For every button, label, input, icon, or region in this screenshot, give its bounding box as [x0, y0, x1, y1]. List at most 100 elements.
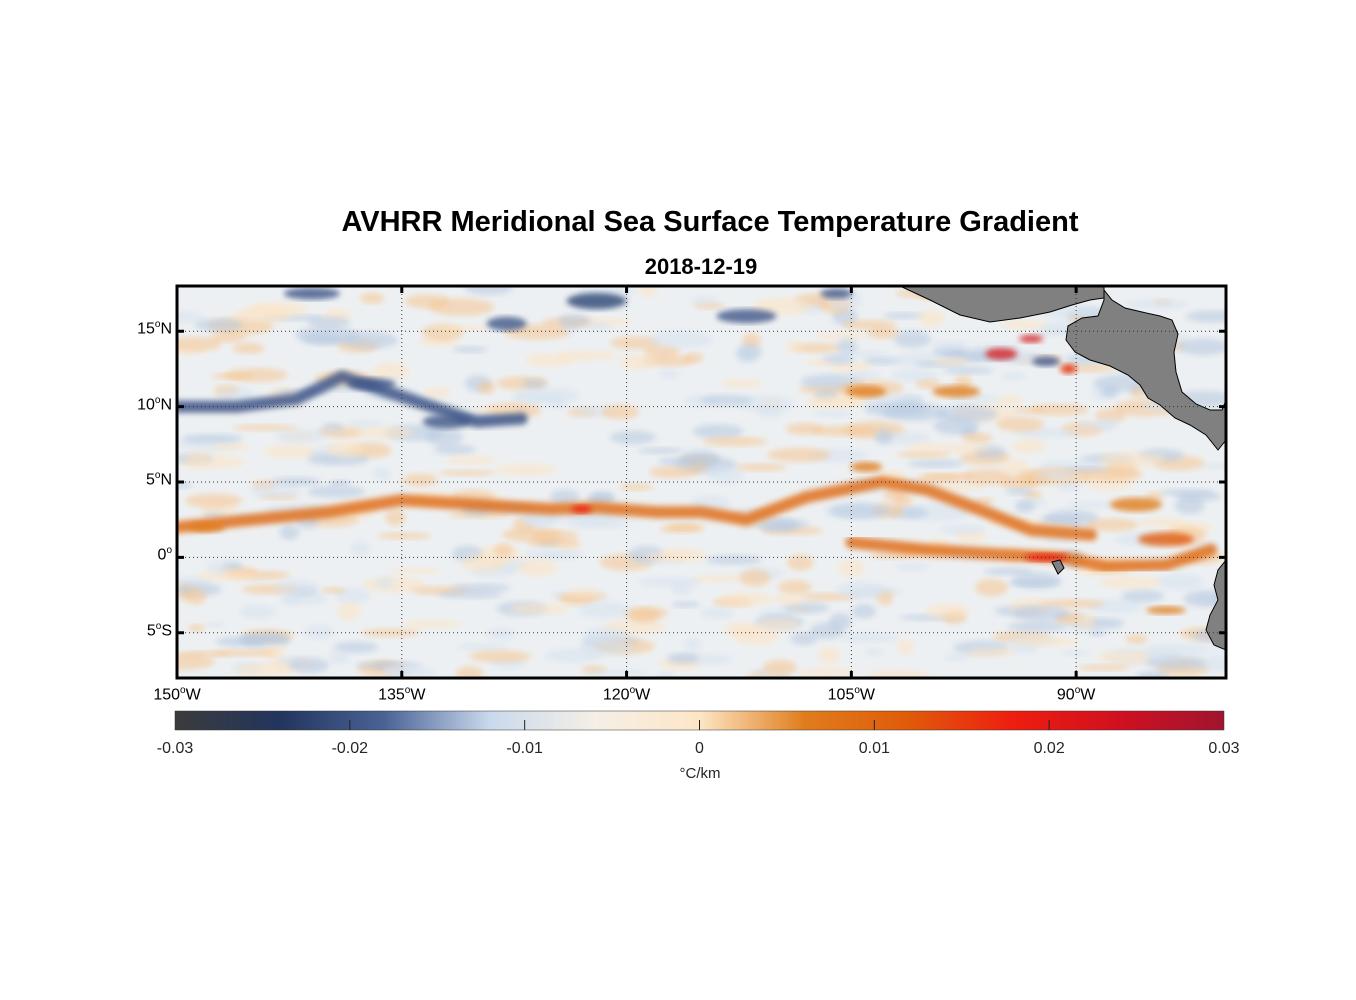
lat-label: 5oS [146, 620, 172, 640]
field-blob [906, 442, 944, 453]
field-blob [682, 352, 704, 364]
field-blob [852, 603, 876, 619]
field-blob [510, 393, 566, 402]
field-blob [805, 396, 863, 409]
field-blob [1159, 488, 1216, 497]
field-blob [320, 587, 346, 594]
field-blob [1014, 499, 1035, 514]
land-galapagos [1051, 559, 1065, 575]
field-blob [666, 523, 704, 531]
field-blob [731, 627, 780, 646]
field-patch [985, 347, 1018, 360]
field-blob [786, 341, 804, 353]
field-blob [637, 447, 684, 455]
field-blob [435, 324, 489, 332]
field-blob [757, 618, 800, 631]
field-blob [525, 548, 560, 560]
field-blob [720, 592, 773, 607]
field-patch [716, 309, 777, 324]
field-blob [275, 429, 325, 444]
field-blob [679, 449, 720, 468]
colorbar-tick-label: 0.02 [1033, 740, 1065, 757]
field-patch [932, 385, 981, 398]
field-blob [1082, 467, 1143, 482]
field-blob [805, 358, 833, 366]
field-blob [736, 343, 762, 361]
field-blob [939, 524, 986, 535]
field-blob [249, 482, 302, 499]
field-blob [195, 570, 255, 582]
field-blob [1011, 572, 1062, 590]
field-blob [1012, 438, 1046, 454]
field-blob [1065, 501, 1115, 509]
field-patch [1032, 356, 1061, 367]
colorbar-tick-label: -0.01 [506, 740, 543, 757]
field-patch [1060, 363, 1077, 374]
lat-label: 15oN [137, 319, 172, 338]
field-blob [509, 603, 571, 615]
field-blob [1005, 487, 1034, 496]
field-blob [1098, 650, 1156, 665]
field-blob [1033, 471, 1077, 480]
field-blob [1177, 338, 1226, 356]
field-blob [809, 622, 845, 640]
field-blob [619, 354, 656, 371]
field-blob [564, 587, 604, 599]
field-blob [450, 583, 512, 592]
field-blob [177, 336, 223, 352]
field-blob [205, 621, 227, 628]
field-blob [751, 297, 811, 316]
field-blob [206, 561, 229, 575]
field-blob [194, 318, 243, 332]
land-central-america [900, 286, 1226, 451]
field-blob [1039, 515, 1081, 524]
field-blob [584, 322, 612, 332]
field-blob [983, 567, 1034, 576]
field-blob [211, 442, 251, 451]
field-blob [549, 489, 580, 505]
field-blob [377, 532, 432, 540]
field-blob [789, 632, 818, 646]
field-blob [303, 625, 335, 640]
field-blob [656, 671, 676, 678]
field-blob [684, 638, 702, 652]
field-blob [996, 416, 1045, 432]
field-blob [954, 375, 972, 389]
field-blob [307, 485, 366, 498]
field-blob [925, 603, 970, 619]
field-blob [643, 552, 683, 561]
field-blob [893, 330, 931, 348]
field-blob [455, 666, 484, 678]
field-blob [1000, 459, 1030, 475]
field-blob [1037, 599, 1106, 609]
field-blob [829, 503, 892, 520]
colorbar-tick-label: 0.03 [1208, 740, 1240, 757]
lat-label: 5oN [145, 470, 172, 489]
field-patch [1138, 532, 1195, 547]
field-blob [578, 601, 633, 619]
chart-title: AVHRR Meridional Sea Surface Temperature… [341, 206, 1079, 238]
field-blob [658, 457, 690, 466]
field-patch [1024, 553, 1069, 562]
field-patch [566, 293, 627, 310]
field-blob [263, 444, 316, 459]
field-blob [815, 332, 866, 340]
field-blob [274, 579, 320, 596]
field-blob [248, 302, 309, 317]
lat-label: 0o [157, 545, 172, 564]
land-south-america [1205, 559, 1226, 651]
field-blob [556, 350, 618, 361]
field-blob [671, 601, 701, 608]
field-blob [232, 424, 299, 431]
field-blob [402, 473, 438, 487]
field-blob [1059, 650, 1091, 657]
field-blob [837, 559, 866, 576]
field-blob [786, 554, 814, 571]
field-blob [288, 657, 330, 674]
field-blob [578, 639, 635, 656]
field-blob [438, 469, 496, 476]
axis-ticks [175, 286, 1226, 678]
field-blob [798, 667, 855, 678]
field-patch [846, 385, 887, 398]
field-blob [436, 590, 504, 599]
